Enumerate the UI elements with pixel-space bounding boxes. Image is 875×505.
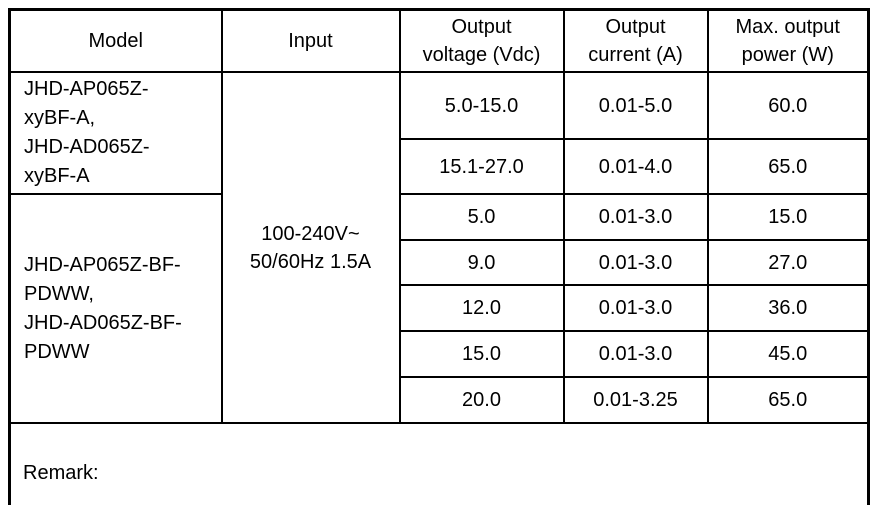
column-header-output-voltage: Output voltage (Vdc)	[398, 8, 565, 73]
column-header-output-current: Output current (A)	[562, 8, 709, 73]
output-voltage-cell: 12.0	[398, 284, 565, 332]
column-header-max-output-power: Max. output power (W)	[706, 8, 870, 73]
remark-row: Remark: “AP” in the model no. mean direc…	[8, 422, 870, 505]
table-row: 9.0 0.01-3.0 27.0	[10, 239, 870, 286]
table-row: 15.1-27.0 0.01-4.0 65.0	[10, 138, 870, 195]
column-header-input: Input	[220, 8, 401, 73]
output-current-cell: 0.01-3.0	[562, 330, 709, 378]
table-row: 12.0 0.01-3.0 36.0	[10, 284, 870, 332]
output-current-cell: 0.01-3.0	[562, 193, 709, 241]
table-row: JHD-AP065Z-BF- PDWW, JHD-AD065Z-BF- PDWW…	[8, 193, 870, 424]
max-power-cell: 15.0	[706, 193, 870, 241]
output-voltage-cell: 15.0	[398, 330, 565, 378]
output-voltage-cell: 15.1-27.0	[398, 138, 565, 195]
header-row: Model Input Output voltage (Vdc) Output …	[8, 8, 870, 73]
output-voltage-cell: 9.0	[398, 239, 565, 286]
table-row: 15.0 0.01-3.0 45.0	[10, 330, 870, 378]
max-power-cell: 60.0	[706, 70, 870, 141]
output-current-cell: 0.01-3.0	[562, 239, 709, 286]
model-group-cell-xybf: JHD-AP065Z- xyBF-A, JHD-AD065Z- xyBF-A	[8, 71, 223, 195]
output-current-cell: 0.01-4.0	[562, 138, 709, 195]
output-current-cell: 0.01-5.0	[562, 70, 709, 141]
max-power-cell: 27.0	[706, 239, 870, 286]
output-voltage-cell: 5.0	[398, 193, 565, 241]
power-spec-table: Model Input Output voltage (Vdc) Output …	[8, 8, 870, 505]
output-voltage-cell: 20.0	[398, 376, 565, 424]
max-power-cell: 65.0	[706, 376, 870, 424]
output-current-cell: 0.01-3.0	[562, 284, 709, 332]
table-row: 20.0 0.01-3.25 65.0	[10, 376, 870, 424]
table-row: JHD-AP065Z- xyBF-A, JHD-AD065Z- xyBF-A 1…	[8, 70, 870, 424]
input-spec-cell: 100-240V~ 50/60Hz 1.5A	[220, 71, 401, 424]
max-power-cell: 36.0	[706, 284, 870, 332]
model-group-cell-pdww: JHD-AP065Z-BF- PDWW, JHD-AD065Z-BF- PDWW	[8, 193, 223, 424]
max-power-cell: 45.0	[706, 330, 870, 378]
output-current-cell: 0.01-3.25	[562, 376, 709, 424]
max-power-cell: 65.0	[706, 138, 870, 195]
output-voltage-cell: 5.0-15.0	[398, 70, 565, 141]
remark-title: Remark:	[23, 462, 99, 484]
remark-section: Remark: “AP” in the model no. mean direc…	[8, 422, 870, 505]
column-header-model: Model	[8, 8, 223, 73]
